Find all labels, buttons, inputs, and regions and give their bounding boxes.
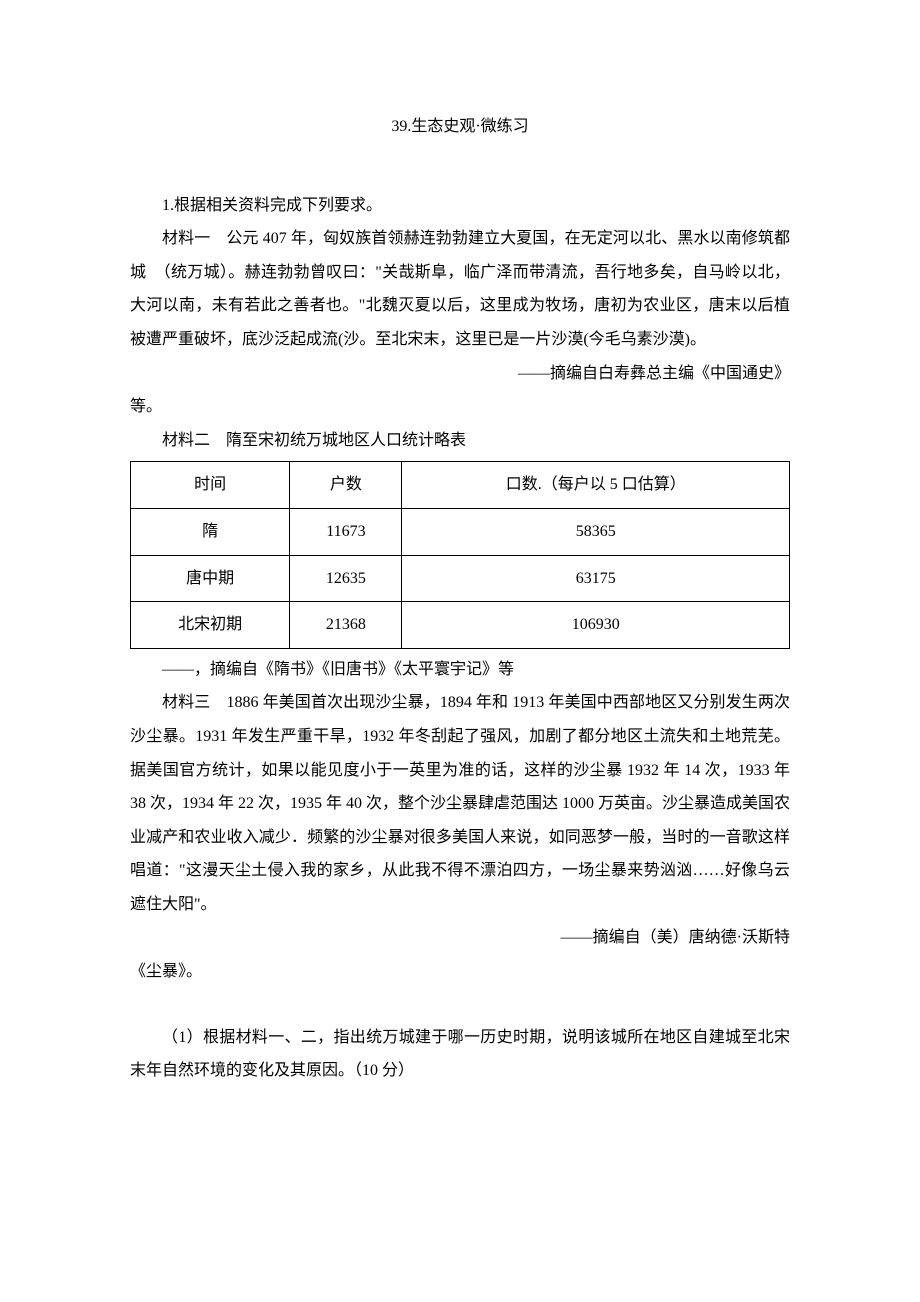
table-cell: 11673 [290, 508, 402, 555]
material-3-source-tail: 《尘暴》。 [130, 955, 790, 989]
table-header-row: 时间 户数 口数.（每户以 5 口估算） [131, 462, 790, 509]
population-table: 时间 户数 口数.（每户以 5 口估算） 隋 11673 58365 唐中期 1… [130, 461, 790, 648]
material-2-heading: 材料二 隋至宋初统万城地区人口统计略表 [130, 424, 790, 458]
question-intro: 1.根据相关资料完成下列要求。 [130, 189, 790, 223]
material-2-source: ——，摘编自《隋书》《旧唐书》《太平寰宇记》等 [130, 653, 790, 687]
table-header-cell: 户数 [290, 462, 402, 509]
material-3-source: ——摘编自（美）唐纳德·沃斯特 [130, 921, 790, 955]
table-row: 唐中期 12635 63175 [131, 555, 790, 602]
table-cell: 12635 [290, 555, 402, 602]
page-title: 39.生态史观·微练习 [130, 110, 790, 144]
table-header-cell: 口数.（每户以 5 口估算） [402, 462, 790, 509]
table-cell: 21368 [290, 602, 402, 649]
table-row: 北宋初期 21368 106930 [131, 602, 790, 649]
table-cell: 106930 [402, 602, 790, 649]
subquestion-1: （1）根据材料一、二，指出统万城建于哪一历史时期，说明该城所在地区自建城至北宋末… [130, 1021, 790, 1088]
table-cell: 北宋初期 [131, 602, 290, 649]
material-3-body: 材料三 1886 年美国首次出现沙尘暴，1894 年和 1913 年美国中西部地… [130, 686, 790, 921]
table-cell: 58365 [402, 508, 790, 555]
table-cell: 唐中期 [131, 555, 290, 602]
spacer [130, 989, 790, 1021]
material-1-source: ——摘编自白寿彝总主编《中国通史》 [130, 357, 790, 391]
table-cell: 隋 [131, 508, 290, 555]
material-1-body: 材料一 公元 407 年，匈奴族首领赫连勃勃建立大夏国，在无定河以北、黑水以南修… [130, 222, 790, 356]
table-row: 隋 11673 58365 [131, 508, 790, 555]
table-header-cell: 时间 [131, 462, 290, 509]
table-cell: 63175 [402, 555, 790, 602]
material-1-source-tail: 等。 [130, 390, 790, 424]
